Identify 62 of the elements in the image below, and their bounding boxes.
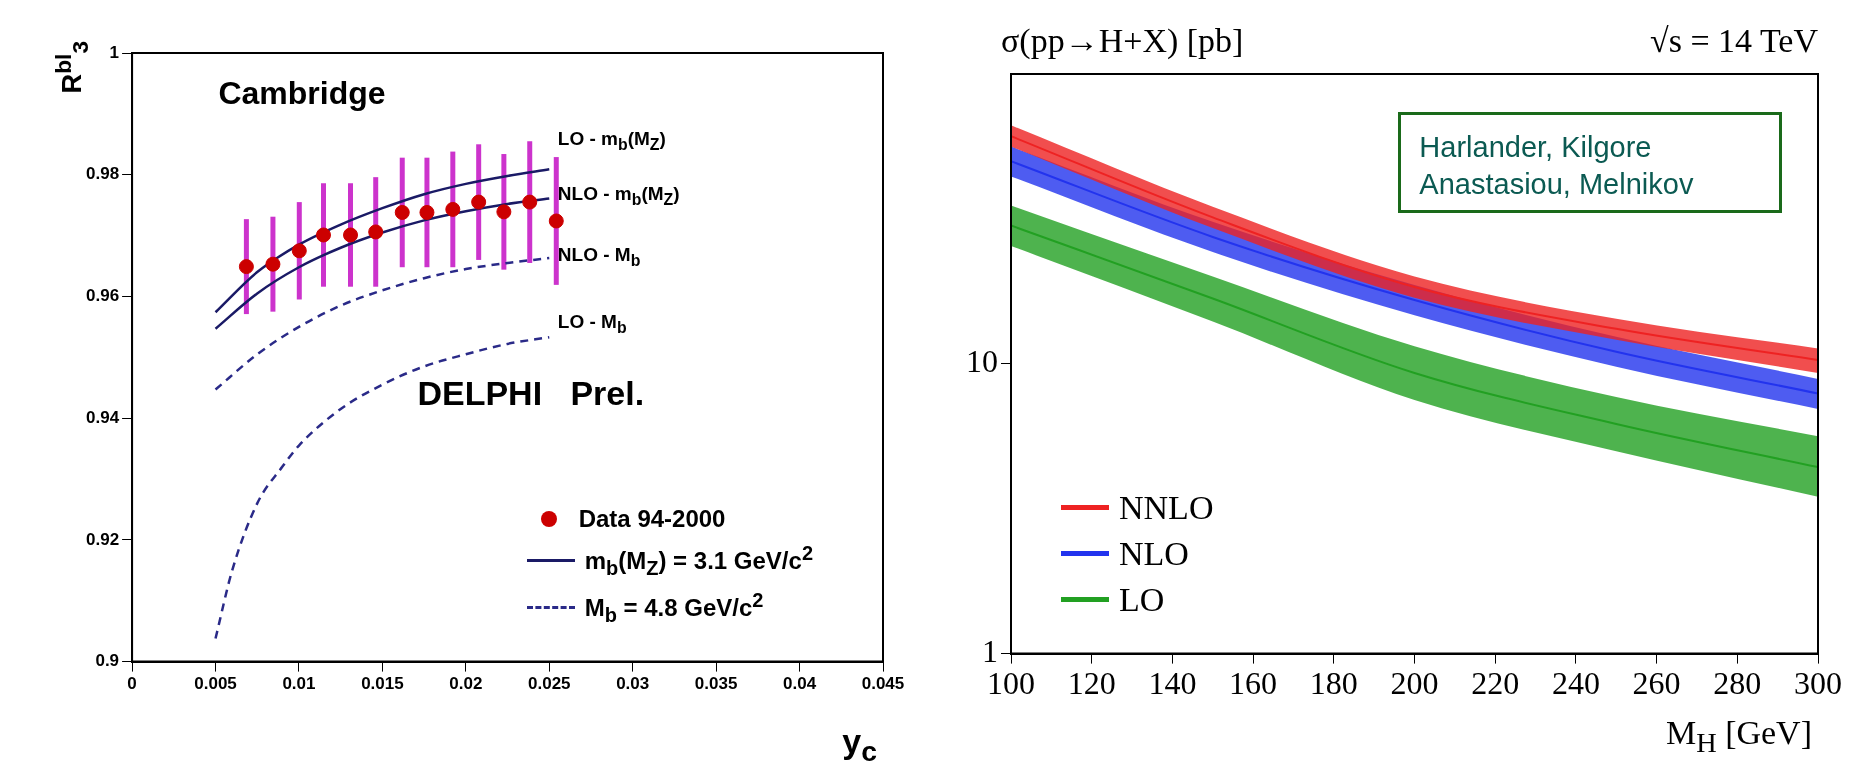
legend-label: Data 94-2000 [578,505,726,533]
x-tick-label: 0.045 [861,674,905,694]
annotation: NLO - m$_{b}$(M$_{Z}$) [557,183,680,208]
x-tick-label: 260 [1632,665,1681,702]
annotation: Anastasiou, Melnikov [1419,167,1695,203]
y-tick-label: 0.96 [85,286,120,306]
y-tick-label: 10 [966,343,998,380]
x-tick-label: 200 [1390,665,1439,702]
point [419,204,435,220]
x-tick-label: 0.005 [194,674,237,694]
point [471,194,487,210]
legend-label: M$_{b}$ = 4.8 GeV/c$^{2}$ [584,588,764,626]
point [522,194,538,210]
note-frame: Harlander, Kilgore Anastasiou, Melnikov [1398,111,1782,214]
line-series [214,335,551,640]
x-tick-label: 120 [1067,665,1116,702]
x-tick-label: 0.03 [616,674,650,694]
x-tick-label: 300 [1794,665,1842,702]
point [343,227,359,243]
point [238,259,254,275]
x-tick-label: 160 [1229,665,1278,702]
y-tick-label: 1 [109,42,120,62]
x-axis-title: y$_{c}$ [842,721,877,767]
x-tick-label: 0.035 [694,674,738,694]
point [394,204,410,220]
point [445,201,461,217]
legend-label: LO [1119,580,1165,618]
annotation: Cambridge [218,75,386,112]
x-tick-label: 180 [1309,665,1358,702]
x-tick-label: 240 [1551,665,1600,702]
point [368,224,384,240]
x-tick-label: 0.01 [282,674,316,694]
x-tick-label: 280 [1713,665,1762,702]
legend-label: m$_{b}$(M$_{Z}$) = 3.1 GeV/c$^{2}$ [584,542,813,579]
annotation: LO - M$_{b}$ [557,311,627,336]
annotation: NLO - M$_{b}$ [557,244,641,269]
chart-subtitle: √s = 14 TeV [1650,22,1818,59]
annotation: DELPHI Prel. [417,373,645,412]
x-tick-label: 140 [1148,665,1197,702]
y-tick-label: 0.92 [85,529,120,549]
line-series [214,197,551,330]
y-tick-label: 0.98 [85,164,120,184]
line-series [214,167,551,314]
legend-label: NNLO [1119,488,1214,526]
point [496,204,512,220]
point [548,213,564,229]
x-tick-label: 0 [127,674,137,694]
annotation: Harlander, Kilgore [1419,129,1653,165]
point [265,256,281,272]
point [315,227,331,243]
x-tick-label: 0.02 [449,674,483,694]
x-axis-title: M$_{H}$ [GeV] [1665,713,1812,758]
x-tick-label: 0.025 [527,674,571,694]
point [291,243,307,259]
x-tick-label: 220 [1471,665,1520,702]
x-tick-label: 0.015 [361,674,404,694]
y-tick-label: 0.94 [85,407,120,427]
x-tick-label: 0.04 [783,674,817,694]
legend-label: NLO [1119,534,1189,572]
annotation: LO - m$_{b}$(M$_{Z}$) [557,128,666,154]
y-tick-label: 0.9 [95,651,120,671]
chart-title: σ(pp→H+X) [pb] [1001,22,1244,59]
